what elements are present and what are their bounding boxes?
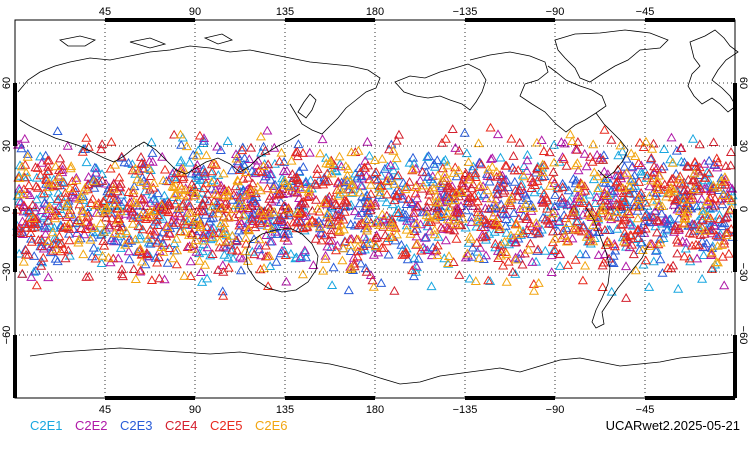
lat-tick-label-right: −30 <box>737 263 749 282</box>
frame-band-top <box>645 18 735 22</box>
lat-tick-label-right: 30 <box>737 140 749 152</box>
coastline-south-america <box>585 207 649 329</box>
frame-band-top <box>105 18 195 22</box>
lat-tick-label-left: 30 <box>1 140 13 152</box>
observation-markers <box>12 122 738 302</box>
lon-tick-label-bottom: 180 <box>366 404 384 416</box>
lon-tick-label-bottom: 135 <box>276 404 294 416</box>
legend: C2E1 C2E2 C2E3 C2E4 C2E5 C2E6 <box>30 418 288 433</box>
lat-tick-label-left: −30 <box>1 263 13 282</box>
coastline-us-east <box>595 112 629 179</box>
lat-tick-label-left: 0 <box>1 206 13 212</box>
lon-tick-label-bottom: −135 <box>453 404 478 416</box>
lat-tick-label-left: −60 <box>1 326 13 345</box>
markers-c2e6 <box>14 129 737 295</box>
lon-tick-label-top: 180 <box>366 6 384 18</box>
frame-band-right <box>733 83 737 146</box>
coastline-alaska <box>394 63 487 111</box>
lat-tick-label-right: 0 <box>737 206 749 212</box>
tick-labels: 45 45 90 90 135 135 180 180 −135 −135 −90 −90 −45 −45… <box>1 6 749 416</box>
coastlines <box>17 29 739 385</box>
frame-band-left <box>13 209 17 272</box>
graticule <box>15 20 735 398</box>
lat-tick-label-right: −60 <box>737 326 749 345</box>
frame-band-bottom <box>285 396 375 400</box>
lon-tick-label-bottom: 90 <box>189 404 201 416</box>
lon-tick-label-top: 45 <box>99 6 111 18</box>
lon-tick-label-top: 135 <box>276 6 294 18</box>
legend-item-c2e2: C2E2 <box>75 418 108 433</box>
coastline-canada-arctic <box>469 51 607 133</box>
lon-tick-label-bottom: 45 <box>99 404 111 416</box>
coastline-antarctica <box>29 347 737 385</box>
legend-item-c2e4: C2E4 <box>165 418 198 433</box>
coastline-greenland <box>554 29 669 83</box>
dataset-label: UCARwet2.2025-05-21 <box>606 418 740 433</box>
lat-tick-label-right: 60 <box>737 77 749 89</box>
legend-item-c2e3: C2E3 <box>120 418 153 433</box>
frame-band-bottom <box>465 396 555 400</box>
frame-band-bottom <box>105 396 195 400</box>
map-frame <box>13 18 737 400</box>
legend-item-c2e5: C2E5 <box>210 418 243 433</box>
legend-item-c2e6: C2E6 <box>255 418 288 433</box>
frame-band-bottom <box>645 396 735 400</box>
frame-band-right <box>733 335 737 398</box>
lon-tick-label-bottom: −45 <box>636 404 655 416</box>
frame-band-top <box>285 18 375 22</box>
coastline-japan <box>297 93 317 119</box>
frame-band-left <box>13 83 17 146</box>
lon-tick-label-top: −135 <box>453 6 478 18</box>
frame-band-left <box>13 335 17 398</box>
lon-tick-label-top: −45 <box>636 6 655 18</box>
frame-band-right <box>733 209 737 272</box>
lon-tick-label-top: −90 <box>546 6 565 18</box>
markers-c2e5 <box>12 122 737 300</box>
lon-tick-label-bottom: −90 <box>546 404 565 416</box>
lat-tick-label-left: 60 <box>1 77 13 89</box>
legend-item-c2e1: C2E1 <box>30 418 63 433</box>
frame-band-top <box>465 18 555 22</box>
coastline-asia-south <box>19 119 301 175</box>
coastline-arctic-islands <box>59 33 233 49</box>
coastline-europe <box>687 29 739 113</box>
coastline-asia-north <box>17 45 381 135</box>
lon-tick-label-top: 90 <box>189 6 201 18</box>
coastline-australia <box>245 227 319 293</box>
